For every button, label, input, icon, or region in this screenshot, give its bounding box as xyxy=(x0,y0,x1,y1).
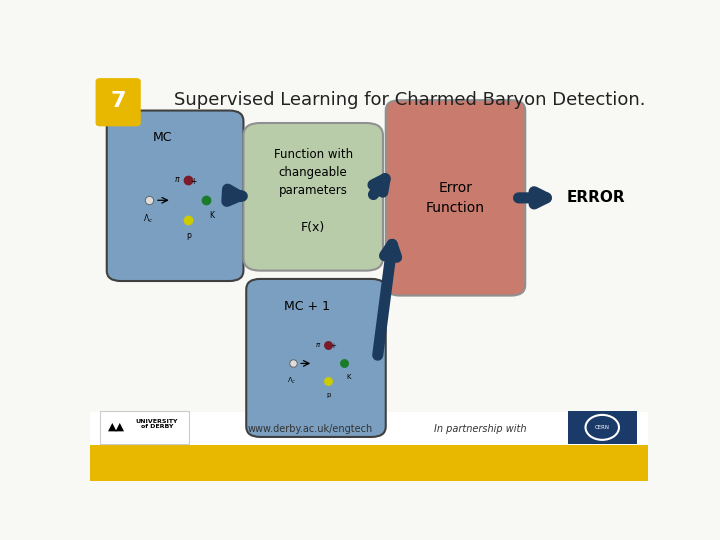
FancyBboxPatch shape xyxy=(243,123,383,271)
Text: Supervised Learning for Charmed Baryon Detection.: Supervised Learning for Charmed Baryon D… xyxy=(174,91,645,109)
Text: p: p xyxy=(326,392,330,398)
Text: ERROR: ERROR xyxy=(567,191,626,205)
Text: +: + xyxy=(190,177,197,186)
FancyBboxPatch shape xyxy=(96,78,141,126)
Text: Error
Function: Error Function xyxy=(426,180,485,215)
Text: UNIVERSITY
of DERBY: UNIVERSITY of DERBY xyxy=(135,418,179,429)
FancyBboxPatch shape xyxy=(246,279,386,437)
Bar xyxy=(90,446,648,481)
FancyBboxPatch shape xyxy=(107,111,243,281)
FancyBboxPatch shape xyxy=(386,100,526,295)
Bar xyxy=(90,412,648,445)
Text: MC: MC xyxy=(153,131,172,144)
Text: MC + 1: MC + 1 xyxy=(284,300,330,313)
Text: K: K xyxy=(209,211,214,220)
Text: $\pi$: $\pi$ xyxy=(174,175,181,184)
FancyBboxPatch shape xyxy=(567,411,637,444)
FancyBboxPatch shape xyxy=(100,411,189,444)
Text: CERN: CERN xyxy=(595,425,610,430)
Text: Function with
changeable
parameters: Function with changeable parameters xyxy=(274,148,353,197)
Text: ▲▲: ▲▲ xyxy=(108,422,125,431)
Text: In partnership with: In partnership with xyxy=(434,423,527,434)
Text: K: K xyxy=(347,374,351,380)
Text: www.derby.ac.uk/engtech: www.derby.ac.uk/engtech xyxy=(248,423,373,434)
Text: p: p xyxy=(186,231,191,240)
Text: $\pi$: $\pi$ xyxy=(315,341,321,349)
Text: $\Lambda_c$: $\Lambda_c$ xyxy=(287,376,297,386)
Text: F(x): F(x) xyxy=(301,221,325,234)
Text: 7: 7 xyxy=(110,91,126,111)
Text: +: + xyxy=(330,343,336,349)
Text: $\Lambda_c$: $\Lambda_c$ xyxy=(143,213,153,225)
